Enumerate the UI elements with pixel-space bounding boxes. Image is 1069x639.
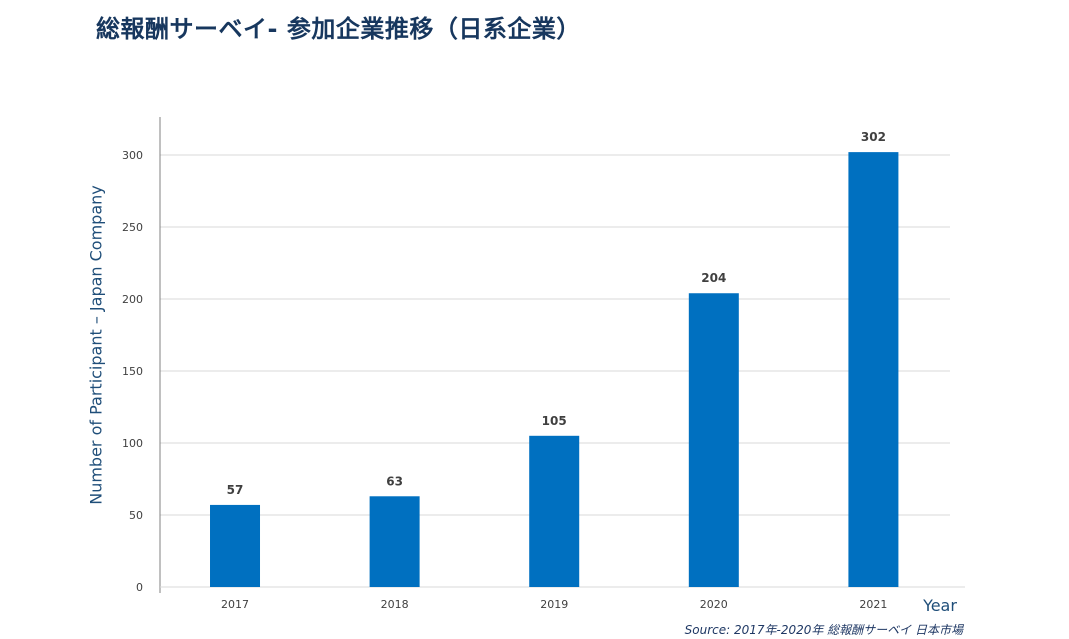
y-tick-label-150: 150 (122, 365, 143, 378)
y-tick-label-300: 300 (122, 149, 143, 162)
bar-2018 (369, 496, 420, 587)
y-tick-label-200: 200 (122, 293, 143, 306)
chart-title: 総報酬サーベイ- 参加企業推移（日系企業） (96, 15, 581, 43)
x-axis-label: Year (922, 596, 957, 615)
data-label-2020: 204 (701, 271, 726, 285)
bar-2019 (529, 435, 580, 587)
data-label-2018: 63 (386, 474, 403, 488)
x-tick-label-2018: 2018 (381, 598, 409, 611)
bar-2017 (210, 504, 261, 587)
data-label-2017: 57 (227, 483, 244, 497)
x-tick-label-2017: 2017 (221, 598, 249, 611)
y-tick-label-50: 50 (129, 509, 143, 522)
x-tick-label-2020: 2020 (700, 598, 728, 611)
y-tick-label-250: 250 (122, 221, 143, 234)
data-label-2021: 302 (861, 130, 886, 144)
x-tick-label-2019: 2019 (540, 598, 568, 611)
bar-2020 (688, 293, 739, 587)
data-label-2019: 105 (542, 414, 567, 428)
y-tick-label-100: 100 (122, 437, 143, 450)
y-tick-label-0: 0 (136, 581, 143, 594)
bar-2021 (848, 152, 899, 587)
source-note: Source: 2017年-2020年 総報酬サーベイ 日本市場 (684, 623, 963, 637)
x-tick-label-2021: 2021 (859, 598, 887, 611)
